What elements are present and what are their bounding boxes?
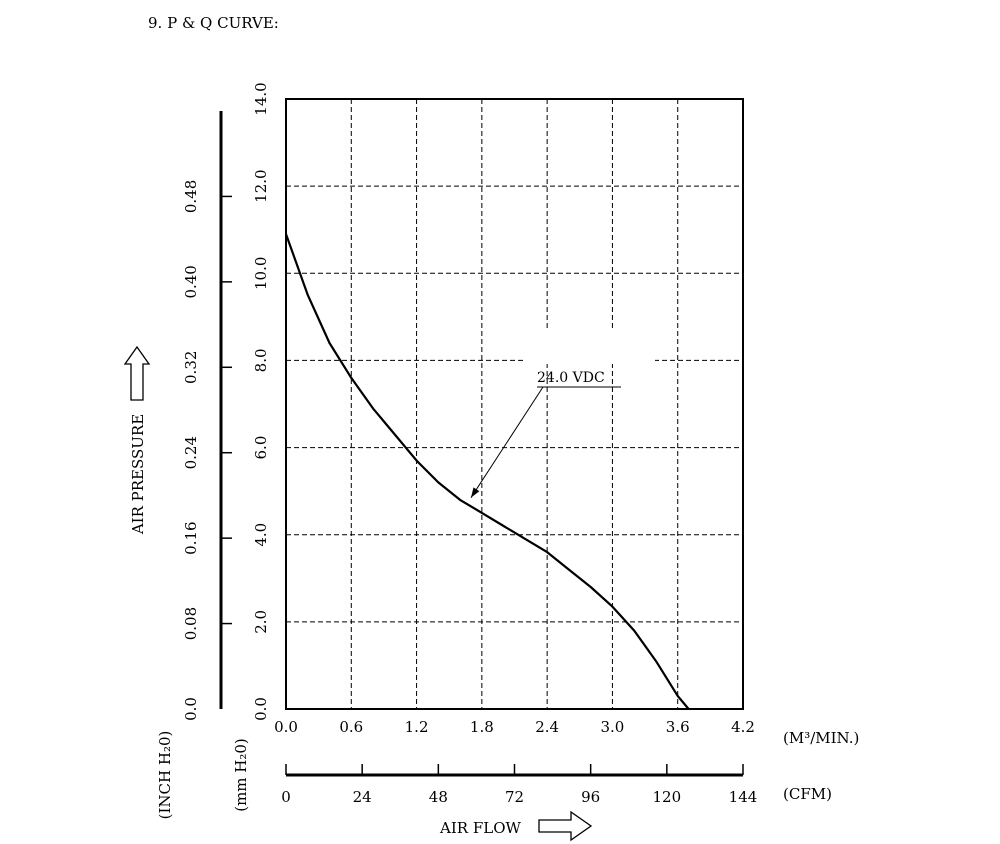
- y-tick-label: 10.0: [252, 257, 270, 290]
- inch-tick-label: 0.08: [182, 607, 200, 640]
- cfm-tick-label: 120: [653, 788, 682, 806]
- inch-tick-label: 0.32: [182, 351, 200, 384]
- inch-axis-ticks: 0.0 0.08 0.16 0.24 0.32 0.40 0.48: [182, 180, 232, 721]
- series-line-24vdc: [284, 233, 690, 710]
- cfm-tick-label: 144: [729, 788, 758, 806]
- y-axis-label: AIR PRESSURE: [129, 414, 147, 535]
- inch-tick-label: 0.40: [182, 265, 200, 298]
- cfm-tick-label: 72: [505, 788, 524, 806]
- cfm-axis-ticks: 0 24 48 72 96 120 144: [281, 764, 757, 806]
- up-arrow-icon: [123, 345, 151, 401]
- plot-frame: [285, 98, 744, 710]
- annotation-leader-line: [470, 386, 544, 498]
- y-units-mm: (mm H₂0): [232, 738, 250, 812]
- x-tick-label: 1.2: [405, 718, 429, 736]
- annotation-backdrop: [525, 330, 655, 364]
- y-tick-label: 2.0: [252, 610, 270, 634]
- x-tick-label: 1.8: [470, 718, 494, 736]
- y-tick-label: 14.0: [252, 82, 270, 115]
- x-tick-label: 0.6: [339, 718, 363, 736]
- y-tick-labels: 0.0 2.0 4.0 6.0 8.0 10.0 12.0 14.0: [252, 82, 270, 721]
- y-tick-label: 12.0: [252, 169, 270, 202]
- y-tick-label: 6.0: [252, 436, 270, 460]
- cfm-tick-label: 24: [353, 788, 372, 806]
- y-tick-label: 4.0: [252, 523, 270, 547]
- page-heading: 9. P & Q CURVE:: [148, 14, 279, 32]
- grid-lines: [286, 99, 743, 709]
- x-units-cfm: (CFM): [783, 785, 832, 803]
- y-tick-label: 8.0: [252, 348, 270, 372]
- cfm-tick-label: 96: [581, 788, 600, 806]
- x-tick-label: 3.6: [666, 718, 690, 736]
- x-units-m3: (M³/MIN.): [783, 729, 859, 747]
- y-tick-label: 0.0: [252, 697, 270, 721]
- inch-tick-label: 0.48: [182, 180, 200, 213]
- x-tick-label: 2.4: [535, 718, 559, 736]
- annotation-arrowhead: [470, 487, 480, 498]
- inch-tick-label: 0.16: [182, 521, 200, 554]
- x-tick-label: 0.0: [274, 718, 298, 736]
- x-tick-label: 3.0: [600, 718, 624, 736]
- cfm-tick-label: 48: [429, 788, 448, 806]
- x-tick-labels: 0.0 0.6 1.2 1.8 2.4 3.0 3.6 4.2: [274, 718, 755, 736]
- cfm-tick-label: 0: [281, 788, 291, 806]
- x-tick-label: 4.2: [731, 718, 755, 736]
- inch-tick-label: 0.0: [182, 697, 200, 721]
- annotation-label: 24.0 VDC: [537, 370, 605, 386]
- x-axis-label: AIR FLOW: [439, 819, 521, 837]
- inch-tick-label: 0.24: [182, 436, 200, 469]
- right-arrow-icon: [538, 810, 593, 842]
- y-units-inch: (INCH H₂0): [156, 731, 174, 820]
